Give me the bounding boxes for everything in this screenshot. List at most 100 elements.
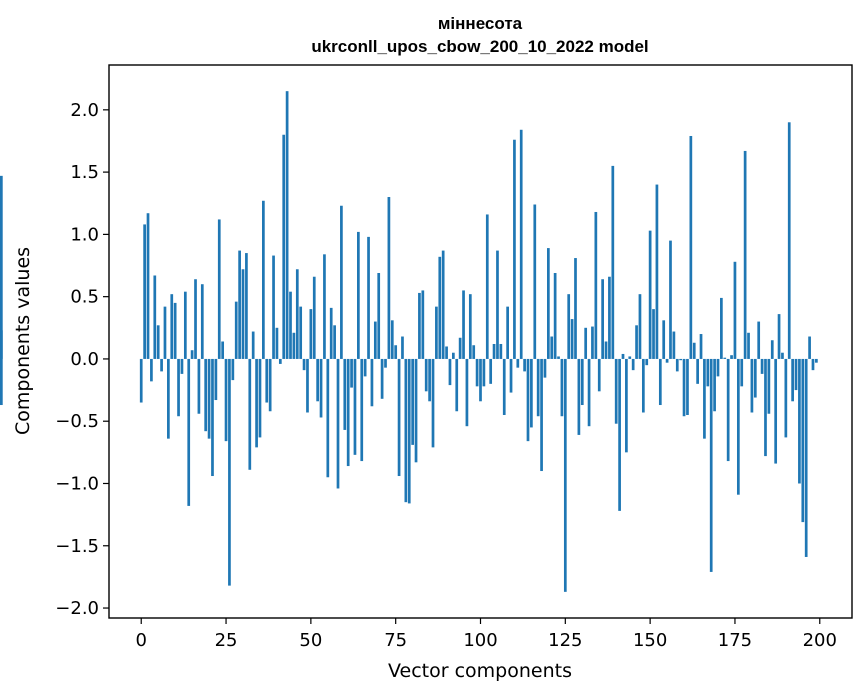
- bar-component-173: [726, 358, 730, 462]
- bar-component-171: [720, 297, 723, 359]
- bar-component-148: [641, 358, 645, 413]
- bar-component-56: [329, 307, 333, 359]
- bar-component-189: [781, 352, 784, 359]
- x-tick-label: 175: [718, 630, 752, 651]
- bar-component-26: [228, 358, 231, 586]
- bar-component-136: [601, 279, 604, 359]
- bar-component-135: [597, 358, 601, 392]
- x-tick-label: 200: [803, 630, 837, 651]
- bar-component-187: [774, 358, 778, 464]
- bar-component-67: [367, 236, 370, 359]
- bar-component-188: [777, 314, 781, 359]
- y-tick-label: 2.0: [70, 100, 99, 121]
- bar-component-42: [282, 134, 286, 359]
- bar-component-177: [740, 358, 744, 387]
- bar-component-191: [787, 122, 791, 359]
- bar-component-175: [733, 261, 737, 359]
- bar-component-183: [760, 358, 764, 374]
- bar-component-88: [438, 256, 442, 359]
- bar-component-78: [404, 358, 408, 503]
- bar-component-144: [628, 356, 632, 359]
- bar-component-152: [655, 184, 659, 359]
- bar-component-40: [275, 327, 279, 359]
- bar-component-95: [462, 290, 465, 359]
- bar-component-132: [587, 358, 591, 427]
- bar-component-36: [262, 200, 265, 359]
- bar-component-184: [764, 358, 767, 457]
- bar-component-122: [553, 273, 557, 359]
- y-tick-label: −0.5: [55, 411, 99, 432]
- bar-component-158: [675, 358, 679, 372]
- bar-component-195: [801, 358, 805, 523]
- bar-component-8: [167, 358, 170, 439]
- bar-component-7: [163, 306, 167, 359]
- bar-component-168: [709, 358, 713, 572]
- bar-component-27: [231, 358, 235, 381]
- bar-component-87: [435, 306, 438, 359]
- bar-component-4: [153, 275, 157, 359]
- bar-component-185: [767, 358, 771, 414]
- bar-component-30: [241, 269, 245, 359]
- bar-component-145: [631, 358, 635, 371]
- bar-component-43: [285, 91, 289, 359]
- bar-component-84: [424, 358, 428, 392]
- bar-component-161: [686, 358, 689, 415]
- bar-component-126: [567, 294, 571, 359]
- bar-component-73: [387, 197, 391, 359]
- bar-component-172: [723, 357, 727, 359]
- bar-component-124: [560, 358, 564, 417]
- bar-component-92: [452, 352, 455, 359]
- bar-component-167: [706, 358, 710, 387]
- bar-component-83: [421, 290, 425, 359]
- bar-component-50: [309, 309, 313, 359]
- bar-component-118: [540, 358, 543, 472]
- bar-component-104: [492, 343, 496, 359]
- bar-component-162: [689, 135, 693, 359]
- bar-component-31: [245, 253, 248, 359]
- bar-component-18: [200, 284, 204, 359]
- bar-component-125: [563, 358, 567, 592]
- bar-component-197: [808, 336, 811, 359]
- bar-component-178: [743, 150, 747, 359]
- bar-component-157: [672, 331, 676, 359]
- y-tick-label: −1.0: [55, 473, 99, 494]
- bar-component-181: [753, 358, 757, 398]
- bar-component-49: [306, 358, 309, 413]
- bar-component-146: [635, 325, 638, 359]
- bar-component-153: [658, 358, 662, 406]
- bar-component-103: [489, 358, 493, 384]
- bar-component-165: [699, 334, 703, 359]
- bar-component-21: [211, 358, 214, 477]
- bar-component-34: [255, 358, 258, 448]
- bar-component-15: [190, 350, 194, 359]
- bar-component-64: [357, 231, 360, 359]
- bar-component-116: [533, 204, 537, 359]
- bar-component-138: [608, 276, 611, 359]
- bar-component-199: [815, 358, 818, 363]
- bar-component-94: [458, 337, 462, 359]
- bar-component-133: [591, 326, 594, 359]
- bar-component-139: [611, 165, 615, 359]
- bar-component-3: [150, 358, 153, 382]
- bar-component-121: [550, 336, 554, 359]
- bar-component-86: [431, 358, 435, 448]
- bar-component-13: [183, 291, 187, 359]
- bar-component-90: [445, 346, 448, 359]
- bar-component-130: [580, 358, 584, 406]
- bar-component-65: [360, 358, 364, 462]
- chart-title-line-1: мiннесота: [438, 14, 523, 33]
- plot-area-frame: [108, 64, 853, 619]
- x-tick-label: 0: [136, 630, 147, 651]
- y-tick-label: −1.5: [55, 536, 99, 557]
- bar-component-127: [570, 319, 574, 359]
- bar-component-24: [221, 341, 225, 359]
- bar-component-89: [441, 250, 445, 359]
- x-tick-label: 125: [548, 630, 582, 651]
- bar-component-134: [594, 211, 598, 359]
- bar-component-131: [584, 327, 588, 359]
- bar-component-198: [811, 358, 815, 371]
- bar-component-108: [506, 306, 509, 359]
- bar-component-16: [194, 279, 197, 359]
- bar-component-41: [278, 358, 282, 364]
